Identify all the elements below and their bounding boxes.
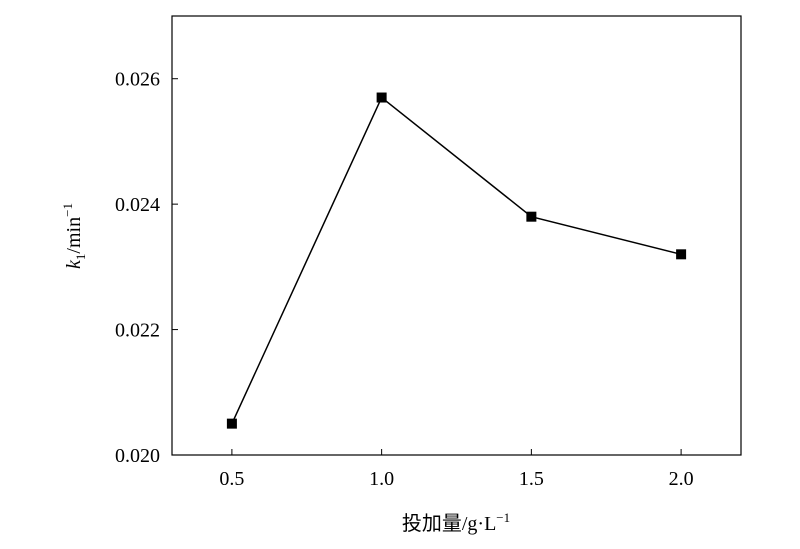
x-tick-label: 1.5 (519, 468, 544, 490)
data-point (676, 249, 687, 260)
y-label-symbol: k (63, 259, 85, 269)
x-axis-label: 投加量/g·L−1 (402, 510, 510, 535)
y-label-unit: /min (63, 217, 85, 254)
data-point (526, 211, 537, 222)
y-tick-label: 0.022 (115, 320, 160, 342)
y-tick-label: 0.020 (115, 445, 160, 467)
y-tick-label: 0.024 (115, 194, 160, 216)
x-tick-label: 1.0 (369, 468, 394, 490)
plot-frame (171, 15, 742, 456)
x-label-superscript: −1 (496, 510, 510, 525)
x-label-text: 投加量/g·L (402, 512, 496, 535)
y-label-subscript: 1 (73, 254, 88, 261)
y-label-superscript: −1 (60, 203, 75, 217)
data-point (376, 92, 387, 103)
x-tick-label: 0.5 (219, 468, 244, 490)
data-point (226, 418, 237, 429)
y-tick-label: 0.026 (115, 69, 160, 91)
data-line (231, 96, 682, 424)
y-axis-label: k1/min−1 (60, 203, 88, 269)
x-tick-label: 2.0 (669, 468, 694, 490)
